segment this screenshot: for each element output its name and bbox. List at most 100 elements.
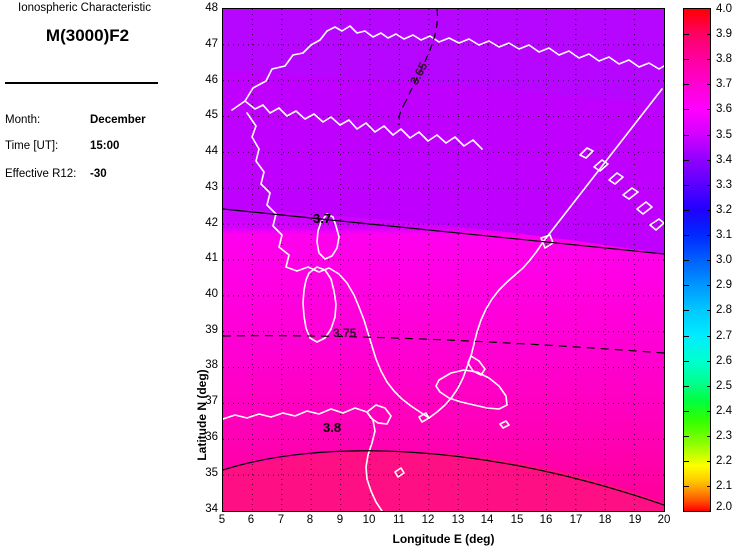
cbar-tick-2 <box>684 84 689 85</box>
cbar-label-8: 3.2 <box>716 204 732 216</box>
map-plot: 3.7 3.75 3.8 3.65 <box>222 8 665 512</box>
field-time-label: Time [UT]: <box>5 140 59 152</box>
panel-subtitle: Ionospheric Characteristic <box>18 2 151 14</box>
field-r12-label: Effective R12: <box>5 168 77 180</box>
cbar-tick-14 <box>684 386 689 387</box>
cbar-tick-9 <box>684 260 689 261</box>
xtick-2: 7 <box>277 514 285 526</box>
ytick-6: 42 <box>205 217 218 229</box>
cbar-tick-16 <box>684 436 689 437</box>
cbar-tick-4 <box>684 135 689 136</box>
y-axis-title-holder: Latitude N (deg) <box>182 180 209 460</box>
xtick-10: 15 <box>510 514 524 526</box>
cbar-tick-r12 <box>707 336 710 337</box>
cbar-tick-18 <box>684 486 689 487</box>
cbar-tick-r17 <box>707 461 710 462</box>
cbar-tick-r15 <box>707 411 710 412</box>
cbar-tick-5 <box>684 160 689 161</box>
cbar-label-3: 3.7 <box>716 78 732 90</box>
ytick-12: 36 <box>205 431 218 443</box>
cbar-tick-8 <box>684 235 689 236</box>
cbar-label-17: 2.3 <box>716 430 732 442</box>
colorbar: 4.0 3.9 3.8 3.7 3.6 3.5 3.4 3.3 3.2 3.1 … <box>683 3 755 513</box>
contour-label-3p8: 3.8 <box>323 420 342 435</box>
cbar-label-20: 2.0 <box>716 501 732 513</box>
field-time-value: 15:00 <box>90 140 120 152</box>
cbar-tick-13 <box>684 361 689 362</box>
cbar-label-5: 3.5 <box>716 129 732 141</box>
cbar-tick-17 <box>684 461 689 462</box>
cbar-tick-r5 <box>707 160 710 161</box>
ytick-10: 38 <box>205 359 218 371</box>
ytick-1: 47 <box>205 38 218 50</box>
cbar-tick-6 <box>684 185 689 186</box>
xtick-15: 20 <box>657 514 671 526</box>
cbar-label-15: 2.5 <box>716 380 732 392</box>
cbar-tick-r11 <box>707 310 710 311</box>
cbar-label-0: 4.0 <box>716 3 732 15</box>
cbar-tick-r4 <box>707 135 710 136</box>
cbar-tick-11 <box>684 310 689 311</box>
cbar-tick-r2 <box>707 84 710 85</box>
cbar-label-12: 2.8 <box>716 304 732 316</box>
ytick-2: 46 <box>205 74 218 86</box>
cbar-tick-r18 <box>707 486 710 487</box>
cbar-label-7: 3.3 <box>716 179 732 191</box>
cbar-label-6: 3.4 <box>716 154 732 166</box>
panel-divider <box>5 82 158 84</box>
cbar-tick-r9 <box>707 260 710 261</box>
cbar-label-16: 2.4 <box>716 405 732 417</box>
cbar-tick-7 <box>684 210 689 211</box>
cbar-label-2: 3.8 <box>716 53 732 65</box>
info-panel: Ionospheric Characteristic M(3000)F2 Mon… <box>0 0 200 551</box>
cbar-tick-15 <box>684 411 689 412</box>
xtick-12: 17 <box>569 514 583 526</box>
ytick-8: 40 <box>205 288 218 300</box>
ytick-7: 41 <box>205 252 218 264</box>
xtick-6: 11 <box>393 514 405 526</box>
contour-label-3p75: 3.75 <box>333 326 357 340</box>
cbar-tick-r6 <box>707 185 710 186</box>
cbar-label-1: 3.9 <box>716 28 732 40</box>
contour-label-3p7: 3.7 <box>313 211 332 226</box>
xtick-0: 5 <box>218 514 226 526</box>
cbar-tick-1 <box>684 59 689 60</box>
cbar-tick-r1 <box>707 59 710 60</box>
ytick-9: 39 <box>205 324 218 336</box>
panel-title: M(3000)F2 <box>45 26 130 45</box>
cbar-label-4: 3.6 <box>716 103 732 115</box>
scalar-field <box>223 9 664 511</box>
colorbar-box <box>683 8 711 512</box>
field-r12-value: -30 <box>90 168 107 180</box>
colorbar-title-holder: M(3000)F2 <box>712 190 752 320</box>
x-axis-title: Longitude E (deg) <box>392 532 495 546</box>
cbar-tick-r16 <box>707 436 710 437</box>
ytick-11: 37 <box>205 395 218 407</box>
xtick-4: 9 <box>336 514 344 526</box>
cbar-label-14: 2.6 <box>716 355 732 367</box>
cbar-tick-r0 <box>707 34 710 35</box>
field-month-value: December <box>90 114 146 126</box>
ytick-14: 34 <box>205 503 218 515</box>
ytick-4: 44 <box>205 145 218 157</box>
cbar-label-13: 2.7 <box>716 330 732 342</box>
coastline-overlay <box>223 25 664 511</box>
cbar-label-19: 2.1 <box>716 480 732 492</box>
map-gridlines <box>223 9 664 511</box>
cbar-label-9: 3.1 <box>716 229 732 241</box>
cbar-tick-0 <box>684 34 689 35</box>
cbar-tick-12 <box>684 336 689 337</box>
cbar-tick-r13 <box>707 361 710 362</box>
xtick-8: 13 <box>451 514 465 526</box>
cbar-label-11: 2.9 <box>716 279 732 291</box>
cbar-label-18: 2.2 <box>716 455 732 467</box>
cbar-tick-3 <box>684 109 689 110</box>
cbar-tick-r7 <box>707 210 710 211</box>
cbar-tick-r8 <box>707 235 710 236</box>
cbar-tick-10 <box>684 285 689 286</box>
plot-inner: 3.7 3.75 3.8 3.65 <box>223 9 664 511</box>
xtick-5: 10 <box>362 514 376 526</box>
cbar-label-10: 3.0 <box>716 254 732 266</box>
ytick-5: 43 <box>205 181 218 193</box>
